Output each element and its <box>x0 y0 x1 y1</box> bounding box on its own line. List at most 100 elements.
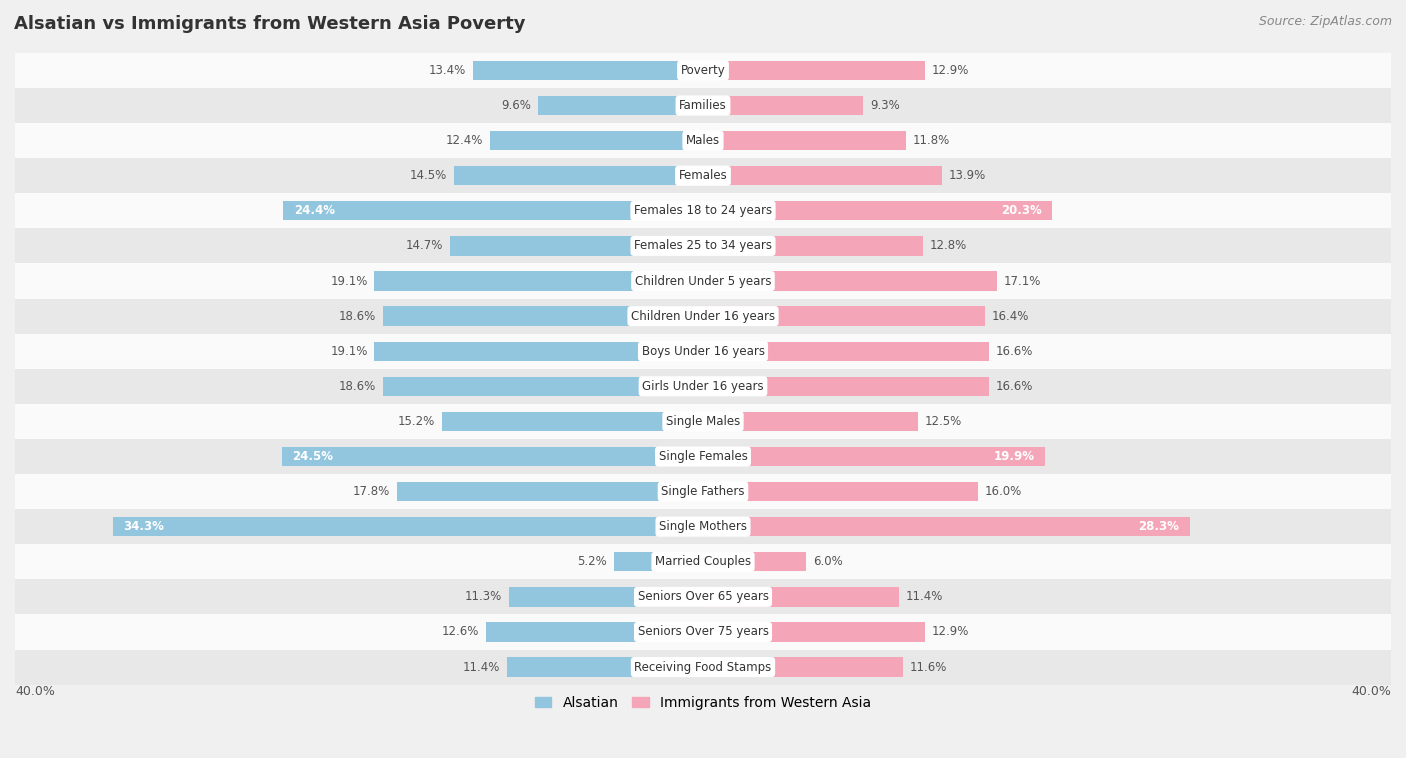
Bar <box>703 166 942 186</box>
Bar <box>703 657 903 677</box>
Text: 13.9%: 13.9% <box>949 169 986 182</box>
Bar <box>15 615 1391 650</box>
Text: 19.1%: 19.1% <box>330 274 367 287</box>
Text: 16.6%: 16.6% <box>995 345 1033 358</box>
Bar <box>472 61 703 80</box>
Text: 12.4%: 12.4% <box>446 134 482 147</box>
Bar <box>703 552 806 572</box>
Bar <box>15 368 1391 404</box>
Bar <box>15 299 1391 334</box>
Bar <box>703 446 1045 466</box>
Bar <box>15 228 1391 264</box>
Bar <box>374 271 703 290</box>
Bar <box>382 306 703 326</box>
Text: 11.6%: 11.6% <box>910 660 946 674</box>
Text: 15.2%: 15.2% <box>398 415 434 428</box>
Text: 34.3%: 34.3% <box>124 520 165 533</box>
Bar <box>703 622 925 641</box>
Bar <box>703 306 986 326</box>
Text: Males: Males <box>686 134 720 147</box>
Bar <box>703 482 979 501</box>
Text: Females: Females <box>679 169 727 182</box>
Bar <box>284 201 703 221</box>
Text: 11.4%: 11.4% <box>463 660 501 674</box>
Bar <box>15 404 1391 439</box>
Text: 6.0%: 6.0% <box>813 556 842 568</box>
Bar <box>15 88 1391 123</box>
Text: 9.6%: 9.6% <box>501 99 531 112</box>
Text: Children Under 5 years: Children Under 5 years <box>634 274 772 287</box>
Text: 5.2%: 5.2% <box>576 556 606 568</box>
Text: 14.7%: 14.7% <box>406 240 443 252</box>
Text: 19.9%: 19.9% <box>994 450 1035 463</box>
Bar <box>15 650 1391 684</box>
Text: Single Mothers: Single Mothers <box>659 520 747 533</box>
Bar <box>15 439 1391 474</box>
Bar <box>15 53 1391 88</box>
Bar <box>15 264 1391 299</box>
Bar <box>454 166 703 186</box>
Text: 13.4%: 13.4% <box>429 64 465 77</box>
Text: 24.5%: 24.5% <box>292 450 333 463</box>
Text: 11.4%: 11.4% <box>905 590 943 603</box>
Bar <box>613 552 703 572</box>
Text: 28.3%: 28.3% <box>1139 520 1180 533</box>
Text: 11.8%: 11.8% <box>912 134 950 147</box>
Bar <box>15 334 1391 368</box>
Bar <box>489 131 703 150</box>
Bar <box>703 412 918 431</box>
Bar <box>15 474 1391 509</box>
Text: Receiving Food Stamps: Receiving Food Stamps <box>634 660 772 674</box>
Text: 14.5%: 14.5% <box>409 169 447 182</box>
Text: 12.6%: 12.6% <box>441 625 479 638</box>
Bar <box>509 587 703 606</box>
Text: Poverty: Poverty <box>681 64 725 77</box>
Text: Females 25 to 34 years: Females 25 to 34 years <box>634 240 772 252</box>
Text: Source: ZipAtlas.com: Source: ZipAtlas.com <box>1258 15 1392 28</box>
Text: 16.6%: 16.6% <box>995 380 1033 393</box>
Bar <box>703 201 1052 221</box>
Text: 40.0%: 40.0% <box>1351 684 1391 697</box>
Text: 16.0%: 16.0% <box>986 485 1022 498</box>
Text: Married Couples: Married Couples <box>655 556 751 568</box>
Bar <box>281 446 703 466</box>
Text: 12.5%: 12.5% <box>925 415 962 428</box>
Bar <box>703 236 924 255</box>
Text: Females 18 to 24 years: Females 18 to 24 years <box>634 205 772 218</box>
Text: 16.4%: 16.4% <box>993 309 1029 323</box>
Text: 18.6%: 18.6% <box>339 380 377 393</box>
Bar <box>441 412 703 431</box>
Bar <box>703 96 863 115</box>
Text: 17.1%: 17.1% <box>1004 274 1042 287</box>
Bar <box>15 544 1391 579</box>
Text: Seniors Over 75 years: Seniors Over 75 years <box>637 625 769 638</box>
Text: 24.4%: 24.4% <box>294 205 335 218</box>
Bar <box>112 517 703 537</box>
Bar <box>703 271 997 290</box>
Text: Single Males: Single Males <box>666 415 740 428</box>
Bar <box>703 587 898 606</box>
Text: Alsatian vs Immigrants from Western Asia Poverty: Alsatian vs Immigrants from Western Asia… <box>14 15 526 33</box>
Bar <box>703 517 1189 537</box>
Text: Children Under 16 years: Children Under 16 years <box>631 309 775 323</box>
Text: 9.3%: 9.3% <box>870 99 900 112</box>
Bar <box>703 342 988 361</box>
Bar <box>508 657 703 677</box>
Text: 11.3%: 11.3% <box>464 590 502 603</box>
Text: Families: Families <box>679 99 727 112</box>
Text: 12.8%: 12.8% <box>929 240 967 252</box>
Text: Girls Under 16 years: Girls Under 16 years <box>643 380 763 393</box>
Bar <box>374 342 703 361</box>
Text: 20.3%: 20.3% <box>1001 205 1042 218</box>
Bar <box>15 158 1391 193</box>
Bar <box>538 96 703 115</box>
Text: 12.9%: 12.9% <box>932 625 969 638</box>
Bar <box>703 377 988 396</box>
Bar <box>703 131 905 150</box>
Text: Boys Under 16 years: Boys Under 16 years <box>641 345 765 358</box>
Bar <box>15 123 1391 158</box>
Bar <box>382 377 703 396</box>
Bar <box>486 622 703 641</box>
Text: 40.0%: 40.0% <box>15 684 55 697</box>
Text: 19.1%: 19.1% <box>330 345 367 358</box>
